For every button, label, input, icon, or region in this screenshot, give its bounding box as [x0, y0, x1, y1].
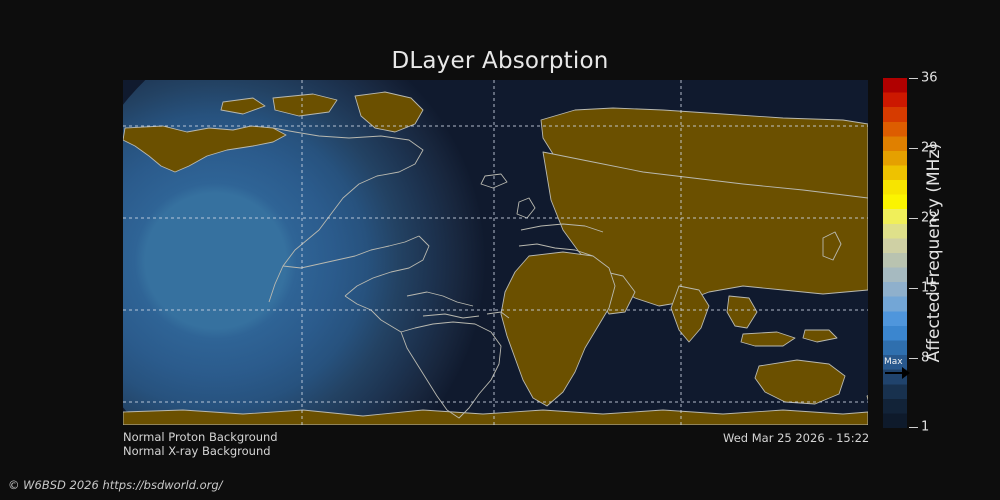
colorbar: 36 29 22 15 8 1	[883, 71, 938, 435]
colorbar-axis-title-text: Affected Frequency (MHz)	[924, 143, 944, 363]
graticule	[123, 80, 868, 425]
colorbar-label-15: 15	[921, 280, 938, 296]
colorbar-label-29: 29	[921, 140, 938, 156]
copyright-notice: © W6BSD 2026 https://bsdworld.org/	[8, 478, 223, 492]
max-arrow-icon	[885, 367, 910, 379]
max-marker: Max	[884, 357, 910, 379]
colorbar-label-22: 22	[921, 210, 938, 226]
colorbar-label-36: 36	[921, 70, 938, 86]
colorbar-tick	[909, 218, 918, 219]
colorbar-tick	[909, 288, 918, 289]
colorbar-tick	[909, 358, 918, 359]
world-absorption-map	[123, 80, 868, 425]
colorbar-tick	[909, 427, 918, 428]
landmass-layer	[123, 91, 868, 425]
colorbar-axis-title: Affected Frequency (MHz)	[922, 78, 946, 428]
daylight-coastlines	[268, 127, 604, 419]
proton-background-note: Normal Proton Background	[123, 430, 278, 444]
colorbar-tick	[909, 148, 918, 149]
xray-background-note: Normal X-ray Background	[123, 444, 271, 458]
map-svg	[123, 80, 868, 425]
colorbar-label-8: 8	[921, 350, 930, 366]
timestamp: Wed Mar 25 2026 - 15:22	[723, 431, 870, 445]
page-title: DLayer Absorption	[391, 48, 609, 74]
colorbar-label-1: 1	[921, 419, 930, 435]
absorption-contours	[123, 80, 590, 425]
colorbar-tick	[909, 78, 918, 79]
max-marker-label: Max	[884, 357, 903, 367]
